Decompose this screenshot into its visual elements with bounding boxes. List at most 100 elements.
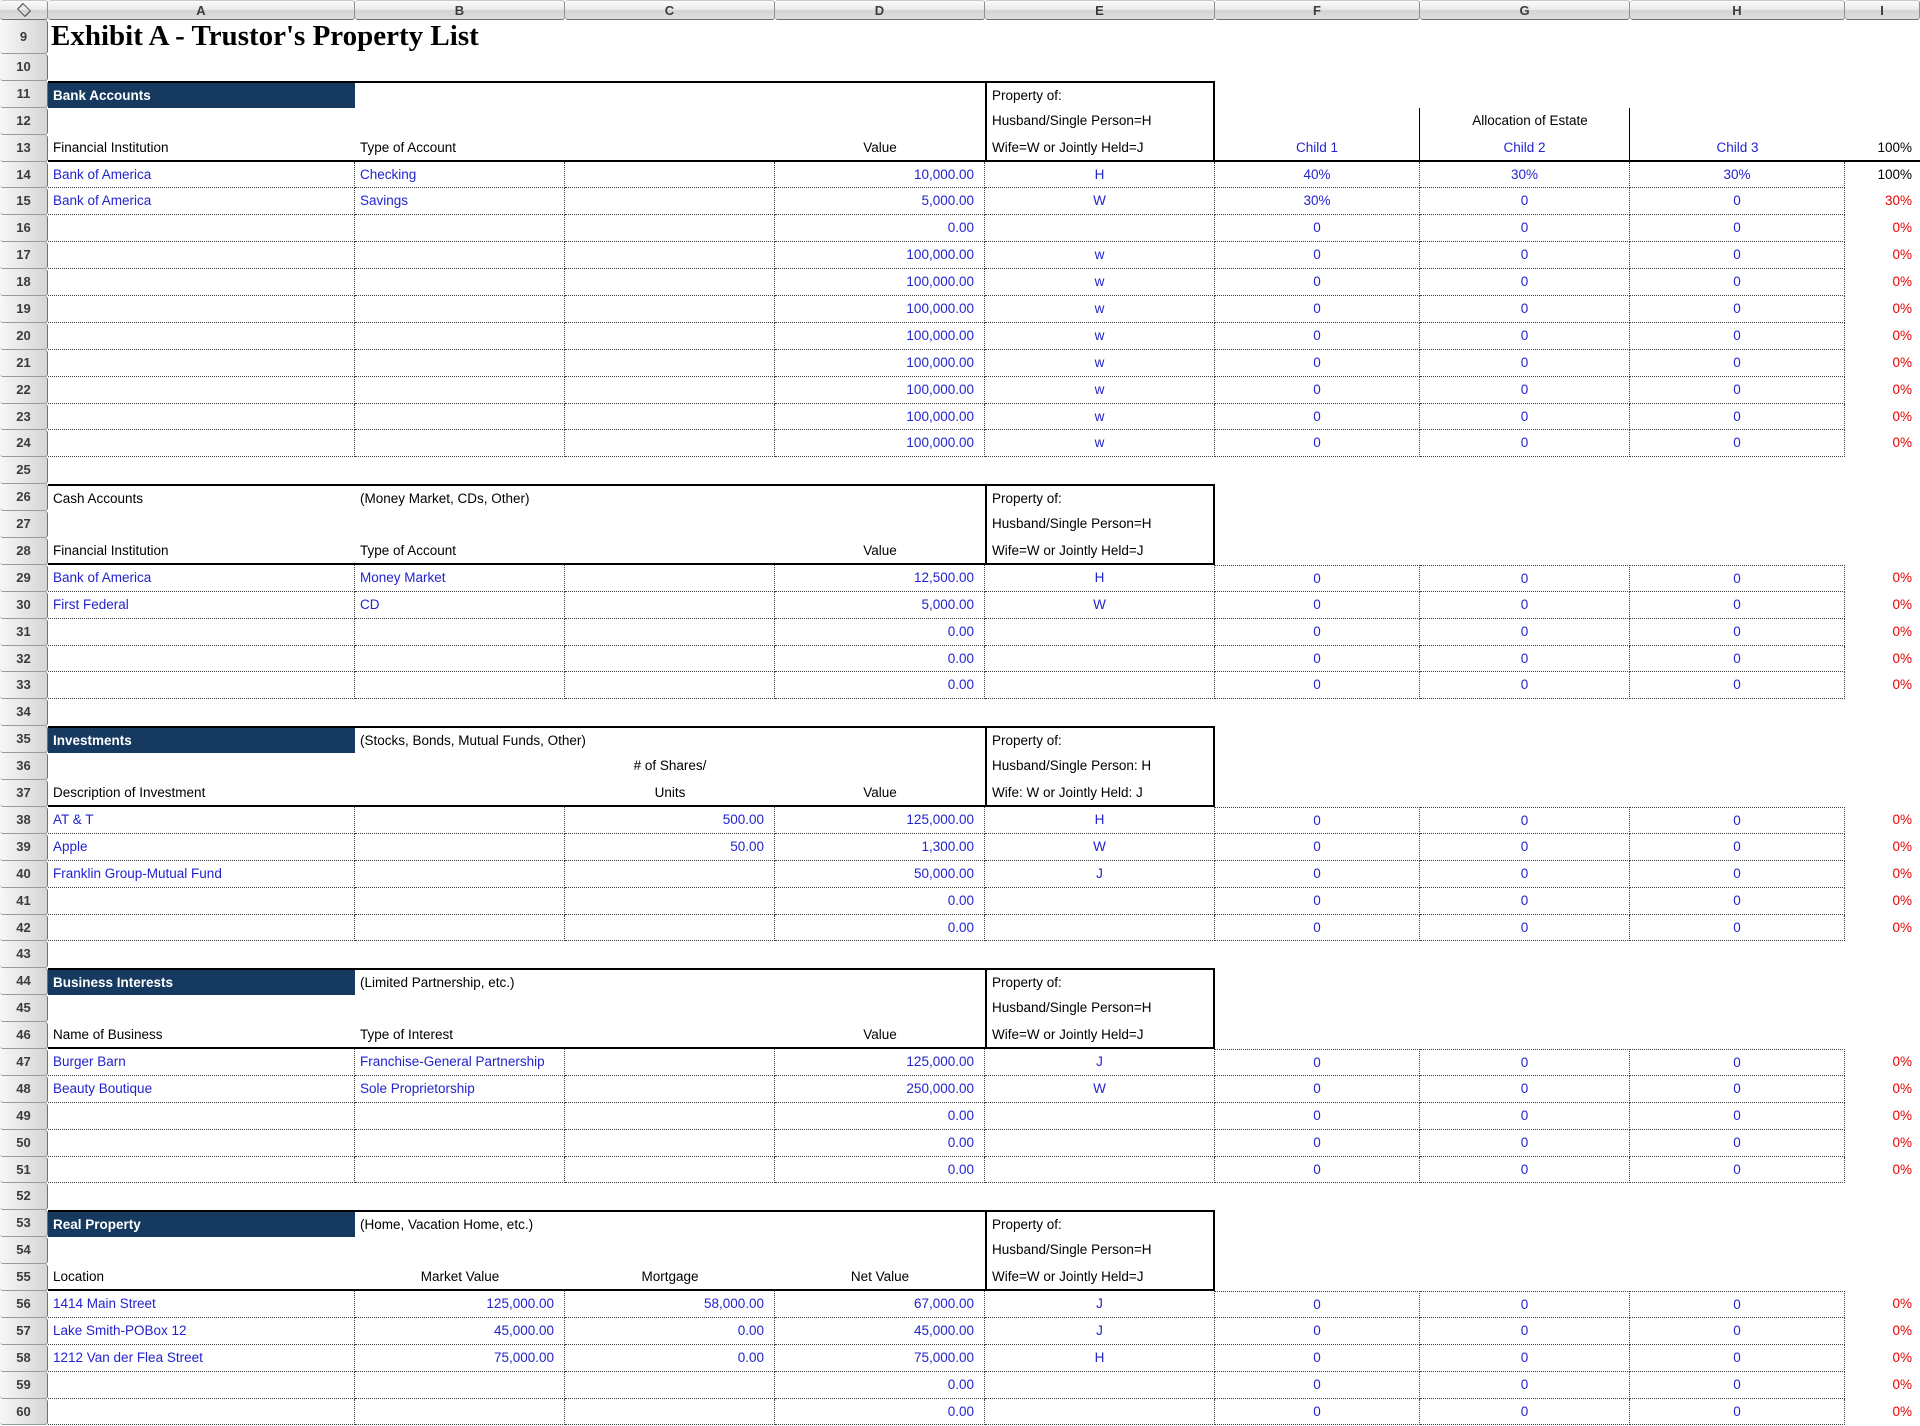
cell-H32[interactable]: 0 xyxy=(1630,645,1845,673)
cell-B44[interactable]: (Limited Partnership, etc.) xyxy=(355,968,565,995)
cell-C42[interactable] xyxy=(565,914,775,942)
cell-G15[interactable]: 0 xyxy=(1420,188,1630,216)
cell-B53[interactable]: (Home, Vacation Home, etc.) xyxy=(355,1210,565,1237)
cell-H33[interactable]: 0 xyxy=(1630,672,1845,700)
cell-C24[interactable] xyxy=(565,430,775,458)
cell-I14[interactable]: 100% xyxy=(1877,166,1912,182)
cell-C50[interactable] xyxy=(565,1129,775,1157)
cell-A55[interactable]: Location xyxy=(48,1264,355,1291)
cell-C37[interactable]: Units xyxy=(565,780,775,807)
cell-A20[interactable] xyxy=(48,322,355,350)
cell-E16[interactable] xyxy=(985,215,1215,243)
cell-C54[interactable] xyxy=(565,1237,775,1264)
cell-I38[interactable]: 0% xyxy=(1892,811,1912,827)
cell-D16[interactable]: 0.00 xyxy=(775,215,985,243)
row-header-58[interactable]: 58 xyxy=(0,1344,48,1372)
column-header-E[interactable]: E xyxy=(985,0,1215,20)
row-header-60[interactable]: 60 xyxy=(0,1398,48,1426)
cell-H21[interactable]: 0 xyxy=(1630,349,1845,377)
cell-D42[interactable]: 0.00 xyxy=(775,914,985,942)
cell-F41[interactable]: 0 xyxy=(1215,887,1420,915)
column-header-A[interactable]: A xyxy=(48,0,355,20)
cell-C35[interactable] xyxy=(565,726,775,753)
cell-C27[interactable] xyxy=(565,511,775,538)
cell-C31[interactable] xyxy=(565,618,775,646)
cell-E13[interactable]: Wife=W or Jointly Held=J xyxy=(985,134,1215,162)
cell-I33[interactable]: 0% xyxy=(1892,677,1912,693)
cell-H13[interactable]: Child 3 xyxy=(1630,135,1845,162)
cell-G20[interactable]: 0 xyxy=(1420,322,1630,350)
column-header-D[interactable]: D xyxy=(775,0,985,20)
cell-H58[interactable]: 0 xyxy=(1630,1344,1845,1372)
cell-G33[interactable]: 0 xyxy=(1420,672,1630,700)
cell-E58[interactable]: H xyxy=(985,1344,1215,1372)
cell-A56[interactable]: 1414 Main Street xyxy=(48,1290,355,1318)
cell-C20[interactable] xyxy=(565,322,775,350)
cell-E24[interactable]: w xyxy=(985,430,1215,458)
cell-C40[interactable] xyxy=(565,860,775,888)
cell-A15[interactable]: Bank of America xyxy=(48,188,355,216)
cell-G32[interactable]: 0 xyxy=(1420,645,1630,673)
row-header-19[interactable]: 19 xyxy=(0,296,48,323)
cell-F12[interactable] xyxy=(1215,107,1420,135)
cell-H22[interactable]: 0 xyxy=(1630,376,1845,404)
cell-I20[interactable]: 0% xyxy=(1892,327,1912,343)
cell-H40[interactable]: 0 xyxy=(1630,860,1845,888)
row-header-26[interactable]: 26 xyxy=(0,484,48,512)
cell-A45[interactable] xyxy=(48,995,355,1022)
cell-H16[interactable]: 0 xyxy=(1630,215,1845,243)
cell-C13[interactable] xyxy=(565,135,775,162)
cell-D58[interactable]: 75,000.00 xyxy=(775,1344,985,1372)
row-header-30[interactable]: 30 xyxy=(0,591,48,619)
cell-E57[interactable]: J xyxy=(985,1317,1215,1345)
cell-B59[interactable] xyxy=(355,1371,565,1399)
cell-C41[interactable] xyxy=(565,887,775,915)
select-all-button[interactable] xyxy=(0,0,48,20)
row-header-43[interactable]: 43 xyxy=(0,941,48,969)
cell-F42[interactable]: 0 xyxy=(1215,914,1420,942)
cell-D33[interactable]: 0.00 xyxy=(775,672,985,700)
cell-G48[interactable]: 0 xyxy=(1420,1075,1630,1103)
cell-A23[interactable] xyxy=(48,403,355,431)
cell-E30[interactable]: W xyxy=(985,591,1215,619)
cell-F20[interactable]: 0 xyxy=(1215,322,1420,350)
cell-G22[interactable]: 0 xyxy=(1420,376,1630,404)
cell-A50[interactable] xyxy=(48,1129,355,1157)
cell-F50[interactable]: 0 xyxy=(1215,1129,1420,1157)
cell-C48[interactable] xyxy=(565,1075,775,1103)
cell-C53[interactable] xyxy=(565,1210,775,1237)
cell-G17[interactable]: 0 xyxy=(1420,242,1630,270)
cell-I29[interactable]: 0% xyxy=(1892,569,1912,585)
cell-C46[interactable] xyxy=(565,1022,775,1049)
cell-B28[interactable]: Type of Account xyxy=(355,538,565,565)
cell-G16[interactable]: 0 xyxy=(1420,215,1630,243)
cell-E44[interactable]: Property of: xyxy=(985,968,1215,996)
cell-E23[interactable]: w xyxy=(985,403,1215,431)
row-header-21[interactable]: 21 xyxy=(0,349,48,377)
cell-H29[interactable]: 0 xyxy=(1630,564,1845,592)
cell-D17[interactable]: 100,000.00 xyxy=(775,242,985,270)
cell-B50[interactable] xyxy=(355,1129,565,1157)
cell-F14[interactable]: 40% xyxy=(1215,161,1420,189)
row-header-36[interactable]: 36 xyxy=(0,753,48,781)
row-header-45[interactable]: 45 xyxy=(0,995,48,1023)
row-header-42[interactable]: 42 xyxy=(0,914,48,942)
page-title[interactable]: Exhibit A - Trustor's Property List xyxy=(51,20,479,52)
cell-E33[interactable] xyxy=(985,672,1215,700)
cell-F22[interactable]: 0 xyxy=(1215,376,1420,404)
cell-H20[interactable]: 0 xyxy=(1630,322,1845,350)
cell-G42[interactable]: 0 xyxy=(1420,914,1630,942)
cell-E29[interactable]: H xyxy=(985,564,1215,592)
cell-E56[interactable]: J xyxy=(985,1290,1215,1318)
cell-B22[interactable] xyxy=(355,376,565,404)
cell-E41[interactable] xyxy=(985,887,1215,915)
row-header-25[interactable]: 25 xyxy=(0,457,48,485)
cell-G24[interactable]: 0 xyxy=(1420,430,1630,458)
cell-D47[interactable]: 125,000.00 xyxy=(775,1048,985,1076)
cell-A54[interactable] xyxy=(48,1237,355,1264)
cell-E50[interactable] xyxy=(985,1129,1215,1157)
cell-F33[interactable]: 0 xyxy=(1215,672,1420,700)
cell-F60[interactable]: 0 xyxy=(1215,1398,1420,1426)
cell-A47[interactable]: Burger Barn xyxy=(48,1048,355,1076)
cell-F30[interactable]: 0 xyxy=(1215,591,1420,619)
